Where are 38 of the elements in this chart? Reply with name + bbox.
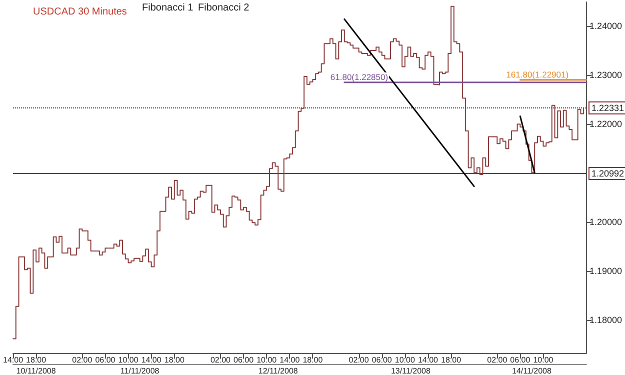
annotation: Fibonacci 1 [142,2,194,14]
x-tick-label: 02:00 [72,356,93,364]
x-tick-label: 10:00 [533,356,554,364]
x-tick-label: 06:00 [372,356,392,364]
x2-tick-label: 13/11/2008 [390,366,431,375]
series-label: 61.80(1.22850) [330,72,388,82]
x-tick-label: 06:00 [95,356,116,364]
y-tick-label: 1.20000 [589,217,622,228]
x-tick-label: 02:00 [210,356,232,364]
annotation: Fibonacci 2 [198,2,250,14]
y-tick-label: 1.19000 [589,266,622,276]
x-tick-label: 06:00 [234,356,254,364]
x-tick-label: 06:00 [510,356,531,364]
ref-line-label: 1.22331 [591,102,624,113]
x-tick-label: 10:00 [118,356,139,364]
series-label: 161.80(1.22901) [506,69,569,80]
x-tick-label: 02:00 [487,356,508,364]
x-tick-label: 18:00 [441,356,462,364]
x-tick-label: 10:00 [394,356,416,364]
x-tick-label: 14:00 [280,356,300,364]
y-tick-label: 1.22000 [589,119,622,130]
x2-tick-label: 12/11/2008 [258,366,298,375]
x-tick-label: 14:00 [2,356,24,364]
x2-tick-label: 11/11/2008 [120,366,160,375]
x-tick-label: 18:00 [26,356,47,364]
x-tick-label: 18:00 [302,356,324,364]
y-tick-label: 1.18000 [589,315,622,326]
x-tick-label: 02:00 [348,356,370,364]
x-tick-label: 14:00 [141,356,162,364]
y-tick-label: 1.23000 [589,70,622,80]
x-tick-label: 18:00 [164,356,185,364]
x2-tick-label: 10/11/2008 [16,366,56,375]
ref-line-label: 1.20992 [591,168,624,178]
x-tick-label: 10:00 [256,356,278,364]
x2-tick-label: 14/11/2008 [512,366,552,375]
y-tick-label: 1.24000 [589,21,622,32]
x-tick-label: 14:00 [418,356,439,364]
chart-title: USDCAD 30 Minutes [33,6,127,18]
